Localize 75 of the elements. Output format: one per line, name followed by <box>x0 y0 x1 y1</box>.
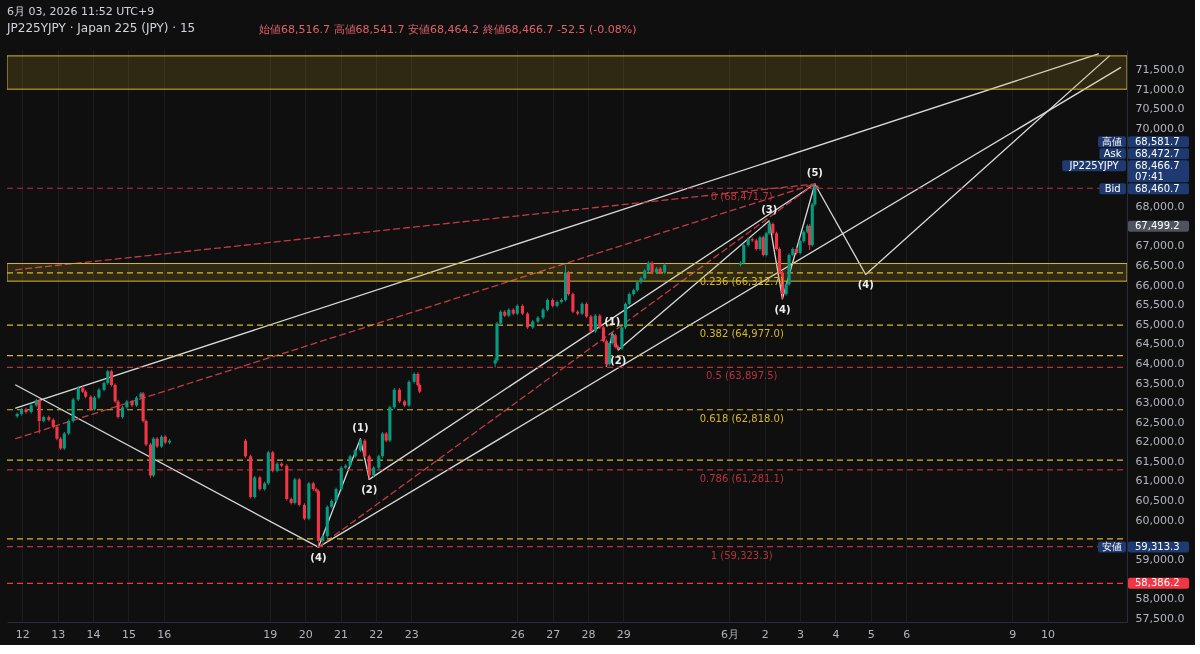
y-tick-label: 71,000.0 <box>1135 82 1185 96</box>
x-tick-label: 6 <box>903 627 911 641</box>
annotation: (2) <box>361 484 378 496</box>
x-tick-label: 4 <box>832 627 840 641</box>
text: 07:41 <box>1135 170 1164 182</box>
annotation: Bid <box>1104 182 1121 194</box>
annotation: (1) <box>352 421 369 433</box>
y-tick-label: 68,000.0 <box>1135 200 1185 214</box>
ref-line-label: 0.618 (62,818.0) <box>699 412 784 424</box>
annotation: (4) <box>774 303 791 315</box>
x-tick-label: 13 <box>51 627 66 641</box>
x-tick-label: 16 <box>157 627 172 641</box>
annotation: JP225YJPY <box>1068 159 1120 171</box>
text: 6月 03, 2026 11:52 UTC+9 <box>7 5 155 18</box>
y-tick-label: 59,000.0 <box>1135 552 1185 566</box>
annotation: (1) <box>604 315 621 327</box>
y-tick-label: 70,000.0 <box>1135 121 1185 135</box>
ref-line-label: 0.5 (63,897.5) <box>706 370 778 382</box>
y-tick-label: 63,000.0 <box>1135 396 1185 410</box>
y-tick-label: 71,500.0 <box>1135 63 1185 77</box>
y-tick-label: 64,500.0 <box>1135 337 1185 351</box>
x-tick-label: 26 <box>510 627 525 641</box>
annotation: Ask <box>1103 147 1122 159</box>
ref-line-label: 0.382 (64,977.0) <box>699 328 784 340</box>
y-tick-label: 61,000.0 <box>1135 474 1185 488</box>
x-tick-label: 29 <box>616 627 631 641</box>
text: 58,386.2 <box>1135 577 1180 589</box>
annotation: 高値 <box>1102 135 1122 147</box>
y-tick-label: 61,500.0 <box>1135 454 1185 468</box>
x-tick-label: 22 <box>369 627 384 641</box>
annotation: 安値 <box>1102 541 1122 553</box>
text: 68,581.7 <box>1135 135 1180 147</box>
x-tick-label: 19 <box>263 627 278 641</box>
y-tick-label: 58,000.0 <box>1135 591 1185 605</box>
text: 68,460.7 <box>1135 182 1180 194</box>
x-tick-label: 15 <box>121 627 136 641</box>
chart-title: JP225YJPY · Japan 225 (JPY) · 15 <box>6 21 196 35</box>
y-tick-label: 66,000.0 <box>1135 278 1185 292</box>
y-tick-label: 60,000.0 <box>1135 513 1185 527</box>
annotation: (4) <box>310 552 327 564</box>
x-tick-label: 20 <box>298 627 313 641</box>
y-tick-label: 67,000.0 <box>1135 239 1185 253</box>
text: 67,499.2 <box>1135 220 1180 232</box>
x-tick-label: 27 <box>546 627 561 641</box>
y-tick-label: 62,000.0 <box>1135 435 1185 449</box>
ref-line-label: 1 (59,323.3) <box>710 549 773 561</box>
x-tick-label: 14 <box>86 627 101 641</box>
y-tick-label: 57,500.0 <box>1135 611 1185 625</box>
text: 68,472.7 <box>1135 147 1180 159</box>
x-tick-label: 12 <box>15 627 30 641</box>
x-tick-label: 2 <box>761 627 769 641</box>
y-tick-label: 63,500.0 <box>1135 376 1185 390</box>
annotation: (5) <box>806 166 823 178</box>
x-tick-label: 10 <box>1041 627 1056 641</box>
y-tick-label: 64,000.0 <box>1135 356 1185 370</box>
x-tick-label: 6月 <box>720 627 739 641</box>
text: 59,313.3 <box>1135 541 1180 553</box>
y-tick-label: 65,000.0 <box>1135 317 1185 331</box>
x-tick-label: 21 <box>334 627 349 641</box>
x-tick-label: 3 <box>797 627 805 641</box>
x-tick-label: 23 <box>404 627 419 641</box>
x-tick-label: 28 <box>581 627 596 641</box>
y-tick-label: 62,500.0 <box>1135 415 1185 429</box>
y-tick-label: 70,500.0 <box>1135 102 1185 116</box>
x-tick-label: 9 <box>1009 627 1017 641</box>
annotation: (3) <box>761 203 778 215</box>
annotation: (2) <box>610 355 627 367</box>
text: 68,466.7 <box>1135 159 1180 171</box>
y-tick-label: 66,500.0 <box>1135 258 1185 272</box>
y-tick-label: 60,500.0 <box>1135 494 1185 508</box>
chart-subtitle: 始値68,516.7 高値68,541.7 安値68,464.2 終値68,466.7 -52.5 (-0.08%) <box>259 23 637 36</box>
x-tick-label: 5 <box>867 627 875 641</box>
ref-line-label: 0.786 (61,281.1) <box>699 472 784 484</box>
y-tick-label: 65,500.0 <box>1135 298 1185 312</box>
annotation: (4) <box>857 279 874 291</box>
